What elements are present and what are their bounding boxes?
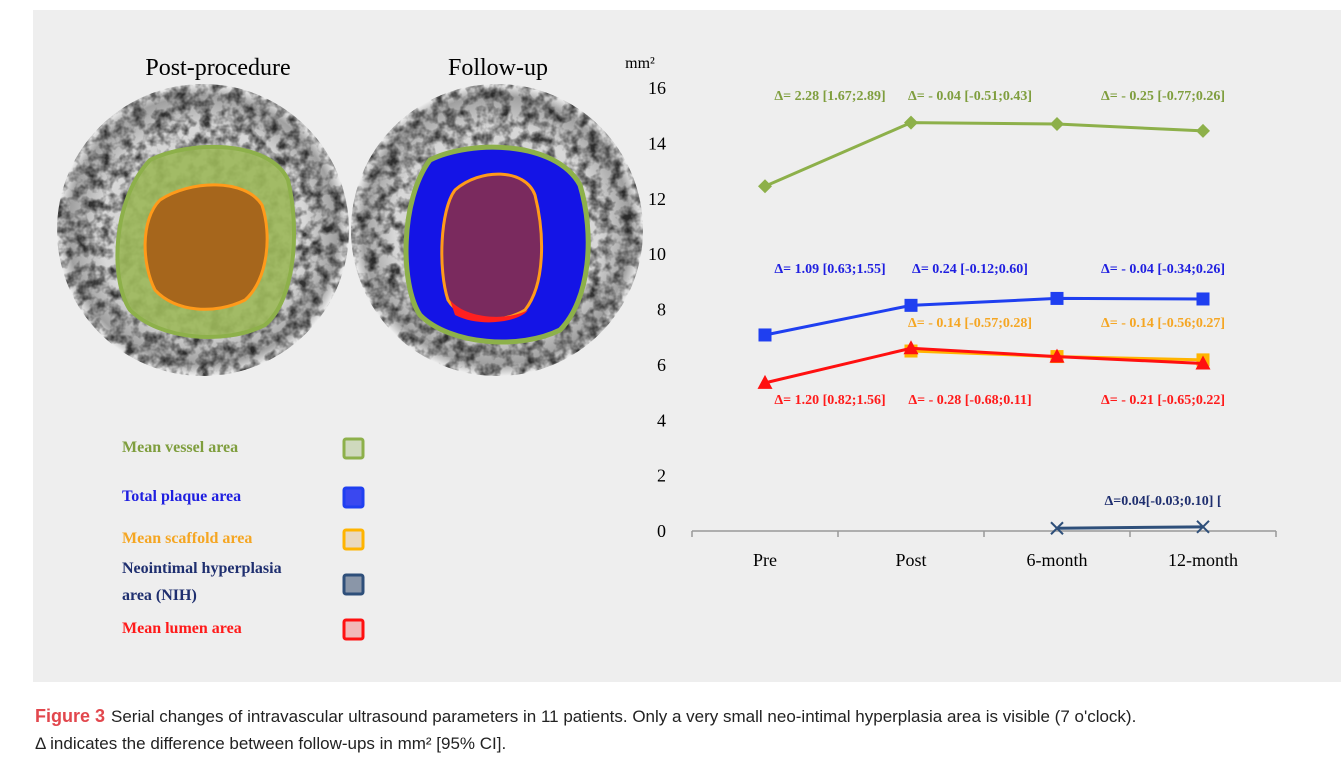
legend-label: Total plaque area — [122, 488, 241, 505]
delta-label: Δ= 0.24 [-0.12;0.60] — [912, 262, 1028, 277]
ivus-post — [57, 84, 349, 376]
y-tick-label: 6 — [657, 355, 666, 375]
ivus-followup — [351, 84, 643, 376]
delta-label: Δ= 1.20 [0.82;1.56] — [774, 393, 885, 408]
caption-text: Δ indicates the difference between follo… — [35, 734, 507, 753]
y-tick-label: 2 — [657, 466, 666, 486]
delta-label: Δ= 2.28 [1.67;2.89] — [774, 89, 885, 104]
legend-swatch — [342, 528, 365, 551]
delta-label: Δ= - 0.25 [-0.77;0.26] — [1101, 89, 1225, 104]
marker — [904, 298, 918, 312]
panel-title: Post-procedure — [145, 55, 290, 81]
delta-label: Δ= - 0.28 [-0.68;0.11] — [908, 393, 1031, 408]
marker — [1196, 292, 1210, 306]
marker — [1195, 355, 1211, 370]
legend-swatch — [342, 618, 365, 641]
delta-label: Δ= 1.09 [0.63;1.55] — [774, 262, 885, 277]
legend-swatch — [342, 437, 365, 460]
x-tick-label: Post — [895, 550, 926, 570]
y-axis-label: mm² — [625, 55, 655, 72]
legend-swatch — [342, 573, 365, 596]
series-line — [1056, 525, 1204, 530]
marker — [1050, 291, 1064, 305]
delta-label: Δ= - 0.21 [-0.65;0.22] — [1101, 393, 1225, 408]
y-tick-label: 8 — [657, 300, 666, 320]
y-tick-label: 16 — [648, 78, 666, 98]
legend-label: Mean scaffold area — [122, 530, 252, 547]
marker — [904, 115, 918, 130]
marker — [903, 340, 919, 355]
delta-label: Δ= - 0.14 [-0.56;0.27] — [1101, 316, 1225, 331]
marker — [758, 179, 772, 194]
marker — [1050, 521, 1064, 535]
legend-label: Mean vessel area — [122, 439, 238, 456]
marker — [1196, 520, 1210, 534]
x-tick-label: Pre — [753, 550, 777, 570]
series-line — [764, 121, 1204, 188]
x-tick-label: 12-month — [1168, 550, 1238, 570]
marker — [758, 328, 772, 342]
series-line — [764, 346, 1204, 385]
caption: Figure 3 Serial changes of intravascular … — [35, 703, 1335, 757]
marker — [1196, 123, 1210, 138]
delta-label: Δ= - 0.04 [-0.34;0.26] — [1101, 262, 1225, 277]
series-line — [764, 296, 1204, 337]
caption-text: Serial changes of intravascular ultrasou… — [111, 707, 1137, 726]
legend-label-line: area (NIH) — [122, 587, 197, 604]
delta-label: Δ= - 0.14 [-0.57;0.28] — [908, 316, 1032, 331]
legend-label: Mean lumen area — [122, 620, 242, 637]
legend-label: Neointimal hyperplasia area (NIH) — [122, 560, 282, 604]
y-tick-label: 10 — [648, 244, 666, 264]
legend-swatch — [342, 486, 365, 509]
y-tick-label: 14 — [648, 133, 666, 153]
legend-label-line: Neointimal hyperplasia — [122, 560, 282, 577]
caption-label: Figure 3 — [35, 706, 106, 726]
delta-label: Δ= - 0.04 [-0.51;0.43] — [908, 89, 1032, 104]
x-tick-label: 6-month — [1027, 550, 1088, 570]
figure: Post-procedure Follow-up mm² 0 2 4 6 8 10 12 14… — [57, 55, 1277, 641]
y-tick-label: 12 — [648, 189, 666, 209]
delta-label: Δ=0.04[-0.03;0.10] [ — [1104, 494, 1221, 509]
marker — [757, 374, 773, 389]
y-tick-label: 4 — [657, 410, 666, 430]
marker — [1049, 348, 1065, 363]
marker — [1050, 116, 1064, 131]
panel-title: Follow-up — [448, 55, 548, 81]
y-tick-label: 0 — [657, 521, 666, 541]
